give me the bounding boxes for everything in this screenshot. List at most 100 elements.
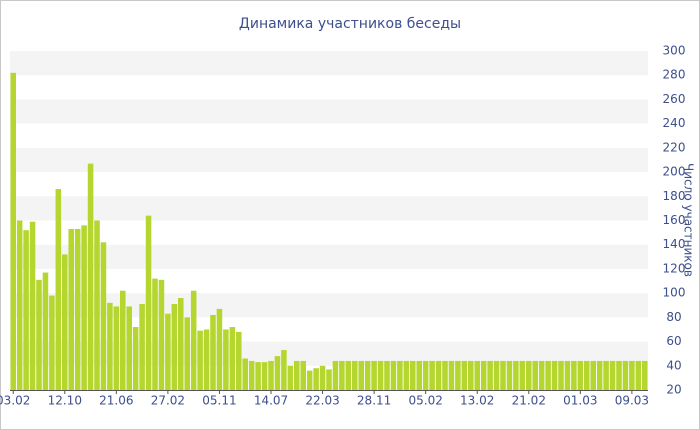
y-tick-label: 140 [663, 237, 686, 251]
bar [120, 290, 126, 390]
x-tick-label: 13.02 [460, 394, 494, 408]
bar [319, 365, 326, 390]
bar [493, 360, 500, 390]
bar [255, 362, 261, 390]
bar [500, 360, 506, 390]
bar [448, 360, 455, 390]
bar [384, 360, 390, 390]
bar [513, 360, 519, 390]
bar [590, 360, 596, 390]
bar [558, 360, 564, 390]
bar [74, 228, 81, 390]
bar [55, 189, 62, 390]
bar [313, 368, 319, 390]
x-tick-label: 05.11 [202, 394, 236, 408]
bar [345, 360, 352, 390]
grid-band [10, 147, 648, 173]
bar [184, 317, 190, 390]
bar [474, 360, 480, 390]
bar [616, 360, 622, 390]
bar [371, 360, 377, 390]
y-tick-label: 20 [666, 383, 681, 397]
bar [410, 360, 416, 390]
y-tick-label: 300 [663, 44, 686, 58]
y-tick-label: 40 [666, 358, 681, 372]
x-tick-label: 05.02 [408, 394, 442, 408]
bar [506, 360, 513, 390]
y-axis-label: Число участников [682, 163, 696, 277]
y-tick-label: 220 [663, 140, 686, 154]
bar [81, 225, 87, 390]
bar [622, 360, 629, 390]
bar [107, 302, 113, 390]
y-tick-label: 60 [666, 334, 681, 348]
bar [62, 254, 68, 390]
x-tick-label: 21.06 [99, 394, 133, 408]
bar [635, 360, 642, 390]
bar [332, 360, 339, 390]
bar [261, 362, 268, 390]
bar [216, 308, 223, 390]
bar [36, 279, 42, 390]
bar [577, 360, 584, 390]
bar [42, 272, 49, 390]
bar [16, 220, 23, 390]
chart-title: Динамика участников беседы [239, 16, 461, 32]
bar [281, 350, 287, 390]
bar [236, 331, 242, 390]
x-tick-label: 28.11 [357, 394, 391, 408]
bar [442, 360, 448, 390]
bar [10, 72, 16, 391]
bar [113, 306, 120, 390]
bar [642, 360, 648, 390]
bar [132, 327, 139, 390]
bar [571, 360, 577, 390]
bar [178, 297, 184, 390]
grid-band [10, 99, 648, 124]
x-tick-label: 21.02 [512, 394, 546, 408]
bar [564, 360, 571, 390]
bar [171, 304, 178, 390]
x-tick-label: 27.02 [151, 394, 185, 408]
bar [165, 313, 171, 390]
bar [23, 230, 29, 390]
grid-band [10, 244, 648, 269]
bar [526, 360, 532, 390]
bar [274, 356, 281, 390]
y-tick-label: 200 [663, 165, 686, 179]
bar [203, 329, 210, 390]
bar [551, 360, 558, 390]
bar [352, 360, 358, 390]
bar [306, 370, 313, 390]
bar [538, 360, 545, 390]
bar [339, 360, 345, 390]
bar [377, 360, 384, 390]
grid-band [10, 51, 648, 76]
bar [197, 330, 203, 390]
bar [152, 278, 158, 390]
bar [68, 228, 74, 390]
y-tick-label: 180 [663, 189, 686, 203]
x-tick-label: 12.10 [48, 394, 82, 408]
bar [545, 360, 551, 390]
bar [190, 290, 197, 390]
x-tick-label: 01.03 [563, 394, 597, 408]
bar [629, 360, 635, 390]
bar [468, 360, 474, 390]
y-tick-label: 160 [663, 213, 686, 227]
x-tick-label: 03.02 [0, 394, 30, 408]
bar [145, 215, 152, 390]
bar [158, 279, 165, 390]
x-tick-label: 09.03 [615, 394, 649, 408]
bar [210, 314, 216, 390]
bar [358, 360, 364, 390]
bar [429, 360, 435, 390]
bar [268, 360, 274, 390]
bar [603, 360, 609, 390]
bar [584, 360, 590, 390]
y-tick-label: 240 [663, 116, 686, 130]
bar [29, 221, 36, 390]
bar [435, 360, 442, 390]
bar [609, 360, 616, 390]
